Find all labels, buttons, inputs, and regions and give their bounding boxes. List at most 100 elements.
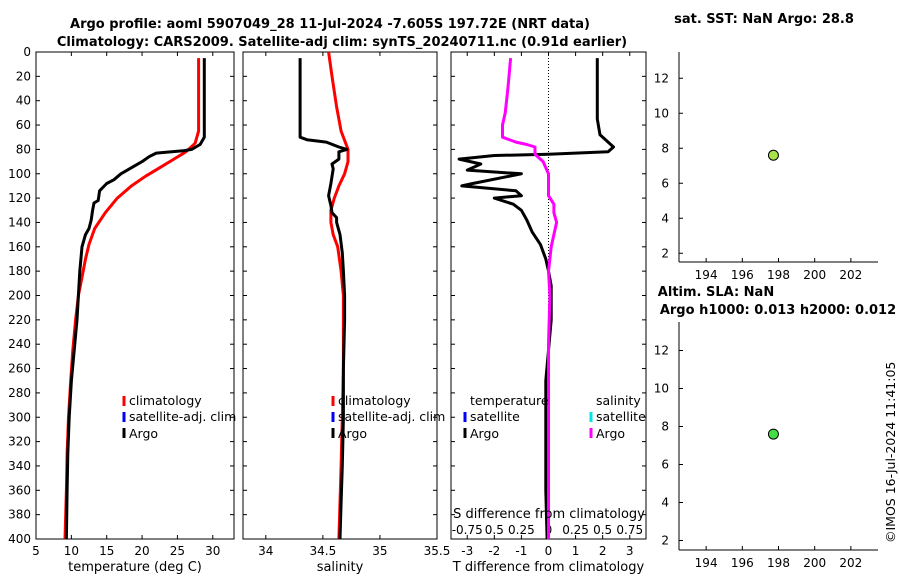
x-axis-label: T difference from climatology: [452, 560, 645, 575]
x-tick-label: 5: [32, 544, 40, 558]
s-diff-tick-label: -0.75: [452, 523, 483, 537]
x-tick-label: 1: [572, 544, 580, 558]
y-tick-label: 140: [8, 215, 31, 229]
x-tick-label: 196: [731, 268, 754, 282]
imos-watermark: ©IMOS 16-Jul-2024 11:41:05: [883, 362, 898, 543]
legend-label-t-satellite: satellite: [470, 409, 520, 424]
legend-heading-temperature: temperature: [470, 393, 549, 408]
x-tick-label: 10: [64, 544, 79, 558]
x-tick-label: 194: [695, 268, 718, 282]
y-tick-label: 340: [8, 459, 31, 473]
salinity-legend: climatology satellite-adj. clim Argo: [331, 393, 445, 441]
x-tick-label: 35.5: [424, 544, 451, 558]
x-tick-label: -2: [488, 544, 500, 558]
s-difference-label: S difference from climatology: [453, 507, 645, 522]
x-tick-label: 30: [205, 544, 220, 558]
legend-label-argo: Argo: [129, 426, 158, 441]
y-tick-label: 400: [8, 532, 31, 546]
y-tick-label: 200: [8, 289, 31, 303]
x-tick-label: 200: [803, 268, 826, 282]
s-diff-tick-label: 0.5: [593, 523, 612, 537]
y-tick-label: 380: [8, 508, 31, 522]
x-tick-label: 200: [803, 556, 826, 570]
y-tick-label: 60: [16, 118, 31, 132]
y-tick-label: 12: [654, 71, 669, 85]
y-tick-label: 300: [8, 410, 31, 424]
x-tick-label: 3: [626, 544, 634, 558]
legend-label-satellite: satellite-adj. clim: [338, 409, 445, 424]
y-tick-label: 100: [8, 167, 31, 181]
legend-label-climatology: climatology: [129, 393, 202, 408]
x-tick-label: 198: [767, 268, 790, 282]
y-tick-label: 80: [16, 142, 31, 156]
y-tick-label: 20: [16, 69, 31, 83]
x-tick-label: 196: [731, 556, 754, 570]
sla-map-panel: 2 4 6 8 10 12 194 196 198 200 202: [654, 322, 878, 570]
y-tick-label: 8: [661, 420, 669, 434]
temperature-panel: 0 20 40 60 80 100 120 140 160 180 200 220 240 260 280 3…: [8, 45, 235, 575]
y-tick-label: 4: [661, 211, 669, 225]
x-tick-label: 20: [134, 544, 149, 558]
legend-label-climatology: climatology: [338, 393, 411, 408]
x-tick-label: 202: [839, 268, 862, 282]
x-tick-label: 25: [170, 544, 185, 558]
legend-label-satellite: satellite-adj. clim: [129, 409, 236, 424]
y-tick-label: 40: [16, 94, 31, 108]
series-line-t-argo: [457, 58, 615, 540]
y-tick-label: 10: [654, 106, 669, 120]
x-tick-label: 2: [599, 544, 607, 558]
y-tick-label: 160: [8, 240, 31, 254]
y-tick-label: 2: [661, 246, 669, 260]
x-tick-label: -3: [461, 544, 473, 558]
legend-label-s-satellite: satellite: [596, 409, 646, 424]
y-tick-label: 180: [8, 264, 31, 278]
y-tick-label: 4: [661, 496, 669, 510]
y-tick-label: 12: [654, 344, 669, 358]
sla-title-line1: Altim. SLA: NaN: [658, 285, 774, 300]
y-tick-label: 2: [661, 534, 669, 548]
y-tick-label: 6: [661, 458, 669, 472]
float-position-marker: [767, 428, 779, 440]
y-tick-label: 8: [661, 141, 669, 155]
series-line-s-argo: [501, 57, 559, 539]
y-tick-label: 280: [8, 386, 31, 400]
sla-title-line2: Argo h1000: 0.013 h2000: 0.012: [660, 303, 896, 318]
figure-title-line1: Argo profile: aoml 5907049_28 11-Jul-202…: [70, 17, 590, 32]
series-line-argo: [64, 58, 206, 540]
y-tick-label: 6: [661, 176, 669, 190]
y-tick-label: 360: [8, 483, 31, 497]
x-tick-label: 202: [839, 556, 862, 570]
legend-label-s-argo: Argo: [596, 426, 625, 441]
y-tick-label: 220: [8, 313, 31, 327]
temperature-legend: climatology satellite-adj. clim Argo: [122, 393, 236, 441]
float-position-marker: [767, 149, 779, 161]
x-tick-label: 15: [99, 544, 114, 558]
x-tick-label: 34: [258, 544, 273, 558]
difference-legend: temperature satellite Argo salinity sate…: [463, 393, 646, 441]
series-line-argo: [298, 58, 349, 540]
legend-label-argo: Argo: [338, 426, 367, 441]
salinity-panel: 34 34.5 35 35.5 salinity: [242, 51, 451, 575]
difference-panel: -3 -2 -1 0 1 2 3 T difference from climatology -…: [450, 51, 647, 575]
x-tick-label: 0: [545, 544, 553, 558]
series-line-climatology: [63, 58, 201, 540]
x-tick-label: 35: [372, 544, 387, 558]
legend-heading-salinity: salinity: [596, 393, 641, 408]
y-tick-label: 10: [654, 382, 669, 396]
sst-map-panel: 2 4 6 8 10 12 194 196 198 200 202: [654, 52, 878, 282]
x-tick-label: 194: [695, 556, 718, 570]
y-tick-label: 320: [8, 435, 31, 449]
x-axis-label: salinity: [317, 560, 364, 575]
s-diff-tick-label: 0.25: [508, 523, 535, 537]
figure-title-line2: Climatology: CARS2009. Satellite-adj cli…: [57, 35, 627, 50]
s-diff-tick-label: 0.5: [485, 523, 504, 537]
y-tick-label: 120: [8, 191, 31, 205]
x-tick-label: 198: [767, 556, 790, 570]
y-tick-label: 0: [23, 45, 31, 59]
s-diff-tick-label: 0.75: [616, 523, 643, 537]
y-tick-label: 240: [8, 337, 31, 351]
y-tick-label: 260: [8, 362, 31, 376]
x-tick-label: -1: [515, 544, 527, 558]
x-tick-label: 34.5: [310, 544, 337, 558]
